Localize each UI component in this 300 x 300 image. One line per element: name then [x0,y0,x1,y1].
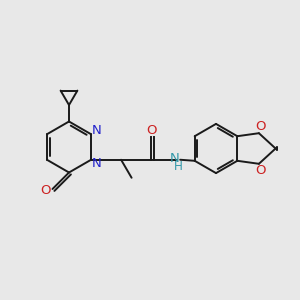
Text: O: O [255,120,266,133]
Text: H: H [174,160,182,173]
Text: O: O [40,184,51,197]
Text: O: O [146,124,156,137]
Text: N: N [92,157,101,170]
Text: N: N [169,152,179,165]
Text: N: N [92,124,101,137]
Text: O: O [255,164,266,177]
